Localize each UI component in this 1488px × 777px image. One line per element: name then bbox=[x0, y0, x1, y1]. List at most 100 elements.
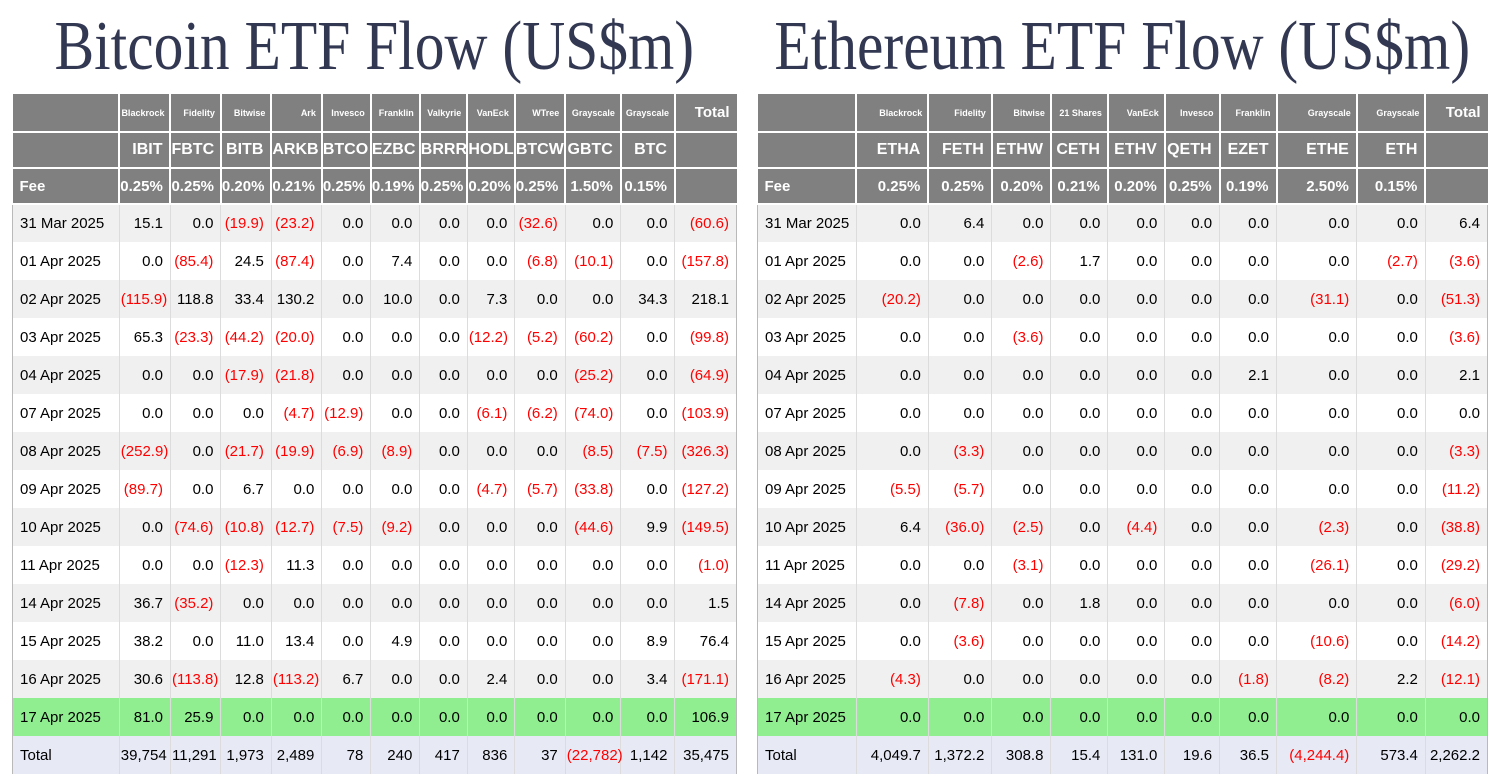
column-total-cell: 15.4 bbox=[1050, 736, 1109, 774]
flow-value-cell: 36.7 bbox=[119, 584, 171, 622]
row-total-cell: 6.4 bbox=[1425, 204, 1488, 242]
provider-header-cell: VanEck bbox=[1106, 94, 1166, 133]
provider-header-cell: Grayscale bbox=[1355, 94, 1427, 133]
flow-value-cell: (3.6) bbox=[991, 318, 1052, 356]
flow-value-cell: 0.0 bbox=[928, 394, 993, 432]
row-total-cell: 106.9 bbox=[674, 698, 737, 736]
grand-total-cell: 35,475 bbox=[674, 736, 737, 774]
flow-value-cell: 0.0 bbox=[1107, 698, 1166, 736]
row-total-cell: (64.9) bbox=[674, 356, 737, 394]
blank-header-cell bbox=[1424, 131, 1488, 169]
flow-value-cell: 0.0 bbox=[1219, 584, 1277, 622]
flow-value-cell: (10.1) bbox=[565, 242, 622, 280]
flow-value-cell: (4.3) bbox=[856, 660, 929, 698]
flow-value-cell: (89.7) bbox=[119, 470, 171, 508]
fee-value-cell: 2.50% bbox=[1275, 167, 1358, 205]
flow-value-cell: 0.0 bbox=[271, 470, 323, 508]
row-total-cell: (38.8) bbox=[1425, 508, 1488, 546]
flow-value-cell: 0.0 bbox=[119, 546, 171, 584]
flow-value-cell: (252.9) bbox=[119, 432, 171, 470]
flow-value-cell: 0.0 bbox=[467, 356, 516, 394]
date-cell: 03 Apr 2025 bbox=[12, 318, 120, 356]
flow-value-cell: 0.0 bbox=[1107, 470, 1166, 508]
flow-value-cell: 9.9 bbox=[620, 508, 676, 546]
column-total-cell: 573.4 bbox=[1356, 736, 1426, 774]
flow-value-cell: (17.9) bbox=[220, 356, 272, 394]
flow-value-cell: (87.4) bbox=[271, 242, 323, 280]
flow-value-cell: (1.8) bbox=[1219, 660, 1277, 698]
ticker-header-cell: ETHW bbox=[990, 131, 1052, 169]
flow-value-cell: 0.0 bbox=[1356, 698, 1426, 736]
flow-value-cell: 0.0 bbox=[467, 242, 516, 280]
fee-value-cell: 0.20% bbox=[219, 167, 273, 205]
flow-value-cell: (115.9) bbox=[119, 280, 171, 318]
flow-value-cell: 0.0 bbox=[1164, 318, 1221, 356]
flow-value-cell: 0.0 bbox=[1164, 242, 1221, 280]
flow-value-cell: (12.7) bbox=[271, 508, 323, 546]
flow-value-cell: 0.0 bbox=[370, 546, 421, 584]
flow-value-cell: 130.2 bbox=[271, 280, 323, 318]
flow-value-cell: 0.0 bbox=[856, 546, 929, 584]
date-cell: 07 Apr 2025 bbox=[12, 394, 120, 432]
column-total-cell: 36.5 bbox=[1219, 736, 1277, 774]
flow-row: 11 Apr 2025 0.0 0.0 (3.1) 0.0 0.0 0.0 0.0 (26.1)… bbox=[757, 546, 1488, 584]
flow-value-cell: 12.8 bbox=[220, 660, 272, 698]
ticker-header-cell: FBTC bbox=[169, 131, 222, 169]
row-total-cell: (326.3) bbox=[674, 432, 737, 470]
flow-value-cell: 0.0 bbox=[1219, 432, 1277, 470]
bitcoin-table-title: Bitcoin ETF Flow (US$m) bbox=[54, 8, 695, 85]
date-cell: 03 Apr 2025 bbox=[757, 318, 857, 356]
ticker-header-cell: IBIT bbox=[118, 131, 172, 169]
row-total-cell: (171.1) bbox=[674, 660, 737, 698]
flow-value-cell: 2.1 bbox=[1219, 356, 1277, 394]
flow-value-cell: 0.0 bbox=[1276, 242, 1358, 280]
flow-value-cell: (23.2) bbox=[271, 204, 323, 242]
flow-value-cell: (6.1) bbox=[467, 394, 516, 432]
flow-value-cell: (5.7) bbox=[514, 470, 566, 508]
flow-row: 14 Apr 2025 0.0 (7.8) 0.0 1.8 0.0 0.0 0.0 0.0 0.0… bbox=[757, 584, 1488, 622]
flow-value-cell: 0.0 bbox=[620, 584, 676, 622]
date-cell: 31 Mar 2025 bbox=[757, 204, 857, 242]
flow-value-cell: (74.0) bbox=[565, 394, 622, 432]
date-cell: 01 Apr 2025 bbox=[757, 242, 857, 280]
flow-value-cell: 0.0 bbox=[514, 584, 566, 622]
flow-value-cell: (6.8) bbox=[514, 242, 566, 280]
row-total-cell: 218.1 bbox=[674, 280, 737, 318]
flow-row: 17 Apr 2025 0.0 0.0 0.0 0.0 0.0 0.0 0.0 0.0 0.0 0.… bbox=[757, 698, 1488, 736]
flow-value-cell: (6.9) bbox=[321, 432, 372, 470]
flow-value-cell: 1.7 bbox=[1050, 242, 1109, 280]
flow-row: 08 Apr 2025 (252.9) 0.0 (21.7) (19.9) (6.9) (8… bbox=[12, 432, 737, 470]
flow-value-cell: 0.0 bbox=[321, 470, 372, 508]
flow-value-cell: 6.7 bbox=[220, 470, 272, 508]
date-cell: 09 Apr 2025 bbox=[12, 470, 120, 508]
flow-value-cell: (31.1) bbox=[1276, 280, 1358, 318]
flow-value-cell: 0.0 bbox=[419, 356, 468, 394]
flow-row: 14 Apr 2025 36.7 (35.2) 0.0 0.0 0.0 0.0 0.0 0.0 0… bbox=[12, 584, 737, 622]
flow-value-cell: 0.0 bbox=[565, 584, 622, 622]
date-cell: 14 Apr 2025 bbox=[757, 584, 857, 622]
grand-total-cell: 2,262.2 bbox=[1425, 736, 1488, 774]
flow-value-cell: (10.8) bbox=[220, 508, 272, 546]
flow-value-cell: 0.0 bbox=[1050, 622, 1109, 660]
ethereum-table-title: Ethereum ETF Flow (US$m) bbox=[774, 8, 1471, 85]
flow-value-cell: (85.4) bbox=[170, 242, 222, 280]
flow-value-cell: 0.0 bbox=[1050, 546, 1109, 584]
fee-value-cell: 0.21% bbox=[270, 167, 323, 205]
flow-value-cell: 0.0 bbox=[321, 622, 372, 660]
column-total-cell: 836 bbox=[467, 736, 516, 774]
flow-value-cell: 0.0 bbox=[991, 660, 1052, 698]
flow-row: 31 Mar 2025 0.0 6.4 0.0 0.0 0.0 0.0 0.0 0.0 0.0 6.… bbox=[757, 204, 1488, 242]
flow-value-cell: 34.3 bbox=[620, 280, 676, 318]
flow-value-cell: 11.0 bbox=[220, 622, 272, 660]
flow-value-cell: 0.0 bbox=[1219, 470, 1277, 508]
flow-value-cell: 13.4 bbox=[271, 622, 323, 660]
totals-row: Total 4,049.7 1,372.2 308.8 15.4 131.0 19.6 36.… bbox=[757, 736, 1488, 774]
flow-value-cell: 0.0 bbox=[1356, 622, 1426, 660]
flow-value-cell: 6.4 bbox=[856, 508, 929, 546]
flow-value-cell: 0.0 bbox=[1164, 280, 1221, 318]
flow-value-cell: (7.5) bbox=[321, 508, 372, 546]
flow-value-cell: 0.0 bbox=[1050, 204, 1109, 242]
flow-value-cell: 6.7 bbox=[321, 660, 372, 698]
flow-value-cell: 0.0 bbox=[119, 356, 171, 394]
date-cell: 10 Apr 2025 bbox=[12, 508, 120, 546]
